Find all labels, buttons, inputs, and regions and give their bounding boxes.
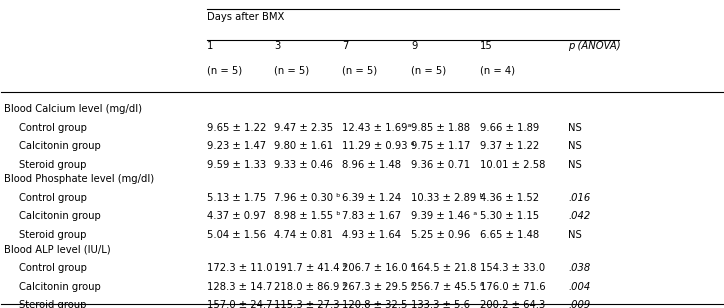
Text: Calcitonin group: Calcitonin group bbox=[19, 282, 101, 292]
Text: 15: 15 bbox=[480, 41, 492, 51]
Text: 10.01 ± 2.58: 10.01 ± 2.58 bbox=[480, 160, 545, 170]
Text: .016: .016 bbox=[568, 193, 590, 203]
Text: 6.65 ± 1.48: 6.65 ± 1.48 bbox=[480, 230, 539, 240]
Text: 10.33 ± 2.89 ᵇ: 10.33 ± 2.89 ᵇ bbox=[411, 193, 484, 203]
Text: 256.7 ± 45.5 ᵃ: 256.7 ± 45.5 ᵃ bbox=[411, 282, 484, 292]
Text: 4.93 ± 1.64: 4.93 ± 1.64 bbox=[342, 230, 402, 240]
Text: .038: .038 bbox=[568, 263, 590, 273]
Text: 5.30 ± 1.15: 5.30 ± 1.15 bbox=[480, 212, 539, 221]
Text: 9: 9 bbox=[411, 41, 418, 51]
Text: 128.3 ± 14.7: 128.3 ± 14.7 bbox=[206, 282, 272, 292]
Text: (n = 4): (n = 4) bbox=[480, 65, 515, 75]
Text: Days after BMX: Days after BMX bbox=[206, 12, 284, 22]
Text: 9.37 ± 1.22: 9.37 ± 1.22 bbox=[480, 141, 539, 151]
Text: 9.75 ± 1.17: 9.75 ± 1.17 bbox=[411, 141, 471, 151]
Text: 9.33 ± 0.46: 9.33 ± 0.46 bbox=[274, 160, 333, 170]
Text: 7.96 ± 0.30 ᵇ: 7.96 ± 0.30 ᵇ bbox=[274, 193, 340, 203]
Text: Blood Calcium level (mg/dl): Blood Calcium level (mg/dl) bbox=[4, 104, 143, 114]
Text: 8.98 ± 1.55 ᵇ: 8.98 ± 1.55 ᵇ bbox=[274, 212, 340, 221]
Text: Calcitonin group: Calcitonin group bbox=[19, 212, 101, 221]
Text: 6.39 ± 1.24: 6.39 ± 1.24 bbox=[342, 193, 402, 203]
Text: Blood Phosphate level (mg/dl): Blood Phosphate level (mg/dl) bbox=[4, 174, 154, 184]
Text: 172.3 ± 11.0: 172.3 ± 11.0 bbox=[206, 263, 272, 273]
Text: 9.39 ± 1.46 ᵃ: 9.39 ± 1.46 ᵃ bbox=[411, 212, 477, 221]
Text: 9.47 ± 2.35: 9.47 ± 2.35 bbox=[274, 123, 333, 133]
Text: 9.85 ± 1.88: 9.85 ± 1.88 bbox=[411, 123, 470, 133]
Text: 154.3 ± 33.0: 154.3 ± 33.0 bbox=[480, 263, 545, 273]
Text: 3: 3 bbox=[274, 41, 280, 51]
Text: (n = 5): (n = 5) bbox=[274, 65, 309, 75]
Text: NS: NS bbox=[568, 141, 581, 151]
Text: 12.43 ± 1.69ᵃ: 12.43 ± 1.69ᵃ bbox=[342, 123, 412, 133]
Text: (n = 5): (n = 5) bbox=[342, 65, 378, 75]
Text: 176.0 ± 71.6: 176.0 ± 71.6 bbox=[480, 282, 545, 292]
Text: Steroid group: Steroid group bbox=[19, 300, 86, 308]
Text: .042: .042 bbox=[568, 212, 590, 221]
Text: Control group: Control group bbox=[19, 193, 87, 203]
Text: 1: 1 bbox=[206, 41, 213, 51]
Text: NS: NS bbox=[568, 123, 581, 133]
Text: Calcitonin group: Calcitonin group bbox=[19, 141, 101, 151]
Text: 4.36 ± 1.52: 4.36 ± 1.52 bbox=[480, 193, 539, 203]
Text: 7: 7 bbox=[342, 41, 349, 51]
Text: 206.7 ± 16.0 ᵃ: 206.7 ± 16.0 ᵃ bbox=[342, 263, 415, 273]
Text: 191.7 ± 41.4 ᵃ: 191.7 ± 41.4 ᵃ bbox=[274, 263, 347, 273]
Text: .004: .004 bbox=[568, 282, 590, 292]
Text: 5.25 ± 0.96: 5.25 ± 0.96 bbox=[411, 230, 471, 240]
Text: 115.3 ± 27.3: 115.3 ± 27.3 bbox=[274, 300, 340, 308]
Text: 218.0 ± 86.9 ᵃ: 218.0 ± 86.9 ᵃ bbox=[274, 282, 346, 292]
Text: (n = 5): (n = 5) bbox=[206, 65, 242, 75]
Text: 7.83 ± 1.67: 7.83 ± 1.67 bbox=[342, 212, 402, 221]
Text: 200.2 ± 64.3: 200.2 ± 64.3 bbox=[480, 300, 545, 308]
Text: 9.59 ± 1.33: 9.59 ± 1.33 bbox=[206, 160, 266, 170]
Text: 164.5 ± 21.8: 164.5 ± 21.8 bbox=[411, 263, 476, 273]
Text: 4.74 ± 0.81: 4.74 ± 0.81 bbox=[274, 230, 333, 240]
Text: 11.29 ± 0.93 ᵃ: 11.29 ± 0.93 ᵃ bbox=[342, 141, 415, 151]
Text: Steroid group: Steroid group bbox=[19, 230, 86, 240]
Text: 9.66 ± 1.89: 9.66 ± 1.89 bbox=[480, 123, 539, 133]
Text: 9.23 ± 1.47: 9.23 ± 1.47 bbox=[206, 141, 266, 151]
Text: (n = 5): (n = 5) bbox=[411, 65, 446, 75]
Text: 120.8 ± 32.5: 120.8 ± 32.5 bbox=[342, 300, 408, 308]
Text: Control group: Control group bbox=[19, 123, 87, 133]
Text: 5.04 ± 1.56: 5.04 ± 1.56 bbox=[206, 230, 266, 240]
Text: p (ANOVA): p (ANOVA) bbox=[568, 41, 620, 51]
Text: Blood ALP level (IU/L): Blood ALP level (IU/L) bbox=[4, 245, 111, 255]
Text: Steroid group: Steroid group bbox=[19, 160, 86, 170]
Text: .009: .009 bbox=[568, 300, 590, 308]
Text: 9.65 ± 1.22: 9.65 ± 1.22 bbox=[206, 123, 266, 133]
Text: 267.3 ± 29.5 ᵃ: 267.3 ± 29.5 ᵃ bbox=[342, 282, 416, 292]
Text: 133.3 ± 5.6: 133.3 ± 5.6 bbox=[411, 300, 470, 308]
Text: 8.96 ± 1.48: 8.96 ± 1.48 bbox=[342, 160, 402, 170]
Text: NS: NS bbox=[568, 160, 581, 170]
Text: 5.13 ± 1.75: 5.13 ± 1.75 bbox=[206, 193, 266, 203]
Text: 157.0 ± 24.7: 157.0 ± 24.7 bbox=[206, 300, 272, 308]
Text: 9.80 ± 1.61: 9.80 ± 1.61 bbox=[274, 141, 333, 151]
Text: NS: NS bbox=[568, 230, 581, 240]
Text: 4.37 ± 0.97: 4.37 ± 0.97 bbox=[206, 212, 266, 221]
Text: Control group: Control group bbox=[19, 263, 87, 273]
Text: 9.36 ± 0.71: 9.36 ± 0.71 bbox=[411, 160, 471, 170]
